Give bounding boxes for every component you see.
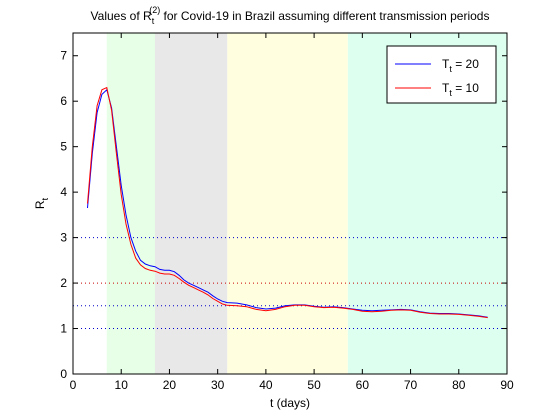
legend-box [386, 45, 497, 104]
chart-title: Values of Rt(2) for Covid-19 in Brazil a… [91, 5, 490, 26]
title-prefix: Values of R [91, 9, 152, 23]
legend-2-rest: = 10 [452, 81, 479, 95]
y-tick-label: 0 [60, 367, 67, 381]
series-lines [87, 86, 488, 319]
shaded-region-1 [106, 33, 155, 374]
x-tick-label: 70 [404, 378, 418, 392]
title-suffix: for Covid-19 in Brazil assuming differen… [160, 9, 489, 23]
y-axis-ticks: 0 1 2 3 4 5 6 7 [60, 49, 507, 381]
y-tick-label: 6 [60, 94, 67, 108]
legend-label-series-2: Tt = 10 [442, 81, 479, 98]
x-axis-label: t (days) [270, 396, 310, 410]
y-axis-label-subscript: t [40, 197, 50, 200]
legend-2-base: T [442, 81, 450, 95]
shaded-region-2 [154, 33, 228, 374]
x-tick-label: 60 [356, 378, 370, 392]
x-tick-label: 10 [115, 378, 129, 392]
plot-area-frame [72, 32, 508, 375]
y-tick-label: 4 [60, 185, 67, 199]
x-tick-label: 40 [259, 378, 273, 392]
shaded-region-3 [227, 33, 348, 374]
y-tick-label: 7 [60, 49, 67, 63]
x-tick-label: 90 [500, 378, 514, 392]
x-tick-label: 0 [70, 378, 77, 392]
y-tick-label: 2 [60, 276, 67, 290]
legend-1-rest: = 20 [452, 57, 479, 71]
legend-label-series-1: Tt = 20 [442, 57, 479, 74]
y-axis-label-base: R [33, 200, 47, 209]
legend-1-subscript: t [449, 64, 452, 74]
series-line-2 [87, 86, 488, 319]
x-tick-label: 20 [163, 378, 177, 392]
title-subscript: t [152, 16, 155, 26]
legend-2-subscript: t [449, 88, 452, 98]
x-axis-ticks: 0 10 20 30 40 50 60 70 80 90 [70, 33, 514, 392]
y-tick-label: 5 [60, 140, 67, 154]
legend: Tt = 20 Tt = 10 [386, 45, 497, 104]
x-tick-label: 80 [452, 378, 466, 392]
x-tick-label: 30 [211, 378, 225, 392]
y-tick-label: 1 [60, 322, 67, 336]
legend-1-base: T [442, 57, 450, 71]
x-tick-label: 50 [307, 378, 321, 392]
y-tick-label: 3 [60, 231, 67, 245]
title-superscript: (2) [149, 5, 160, 15]
y-axis-label: Rt [33, 197, 50, 209]
